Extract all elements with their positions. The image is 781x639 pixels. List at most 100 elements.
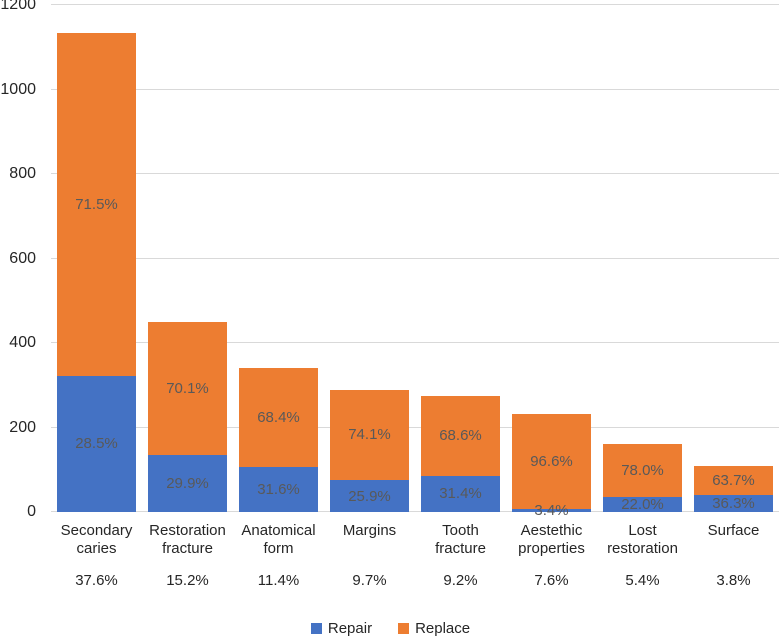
category-label-line: Surface [707,522,760,539]
stacked-bar: 96.6% 3.4% [512,413,591,518]
category-label-line: Anatomical [241,522,316,539]
category-label: Restoration fracture [142,522,233,558]
replace-segment: 70.1% [148,321,227,455]
category-label: Aestethic properties [506,522,597,558]
replace-percent-label: 96.6% [530,452,573,470]
repair-swatch-icon [310,622,322,634]
gridline-400 [51,342,779,343]
bar-slot: 70.1% 29.9% [142,321,233,512]
category-label-line: Secondary [60,522,133,539]
replace-segment: 71.5% [57,33,136,376]
y-tick-label-600: 600 [9,249,36,267]
y-tick-label-800: 800 [9,165,36,182]
gridline-0 [51,511,779,512]
plot-area: 71.5% 28.5% 70.1% 29.9% 68.4% 31.6% 74.1% 25.9%… [51,4,779,518]
category-label-line: fracture [162,540,213,557]
replace-percent-label: 71.5% [75,195,118,213]
gridline-1200 [51,4,779,5]
replace-percent-label: 74.1% [348,426,391,444]
replace-percent-label: 68.6% [439,427,482,445]
category-label: Anatomical form [233,522,324,558]
legend-label-repair: Repair [327,619,373,637]
repair-segment: 31.6% [239,466,318,512]
category-label: Tooth fracture [415,522,506,558]
replace-segment: 78.0% [603,444,682,498]
stacked-bar: 74.1% 25.9% [330,389,409,512]
replace-percent-label: 78.0% [621,462,664,480]
category-label-line: Margins [342,522,397,539]
category-label: Margins [324,522,415,558]
legend-item-repair: Repair [310,619,373,637]
stacked-bar: 63.7% 36.3% [694,465,773,512]
category-share-label: 37.6% [75,572,118,589]
y-tick-label-200: 200 [9,418,36,436]
legend: Repair Replace [0,620,781,636]
category-label-line: form [263,540,294,557]
repair-percent-label: 22.0% [621,496,664,514]
category-share-label: 5.4% [625,572,660,589]
repair-segment: 36.3% [694,495,773,512]
repair-percent-label: 36.3% [712,495,755,513]
replace-segment: 68.4% [239,368,318,467]
category-label: Secondary caries [51,522,142,558]
category-share-label: 15.2% [166,572,209,589]
repair-segment: 25.9% [330,480,409,512]
replace-segment: 63.7% [694,465,773,496]
repair-percent-label: 31.4% [439,485,482,503]
gridline-1000 [51,88,779,90]
repair-segment: 28.5% [57,375,136,512]
x-axis-category-labels: Secondary caries Restoration fracture Anatom… [51,522,779,558]
bar-slot: 71.5% 28.5% [51,33,142,512]
repair-percent-label: 28.5% [75,435,118,453]
category-share-label: 11.4% [257,572,300,589]
category-label-line: Aestethic [520,522,583,539]
category-share-label: 9.2% [443,572,478,589]
y-tick-label-0: 0 [27,503,36,520]
repair-percent-label: 3.4% [534,501,569,519]
repair-percent-label: 25.9% [348,487,391,505]
stacked-bar: 70.1% 29.9% [148,321,227,512]
repair-segment: 29.9% [148,455,227,512]
bar-slot: 96.6% 3.4% [506,413,597,518]
stacked-bar: 78.0% 22.0% [603,444,682,512]
stacked-bar: 68.4% 31.6% [239,368,318,512]
gridline-200 [51,426,779,428]
category-label: Lost restoration [597,522,688,558]
category-label-line: restoration [607,540,678,557]
category-label-line: Tooth [442,522,479,539]
category-share-label: 7.6% [534,572,569,589]
category-label-line: fracture [435,540,486,557]
stacked-bar: 68.6% 31.4% [421,395,500,512]
category-label-line: Lost [628,522,657,539]
replace-percent-label: 70.1% [166,379,209,397]
legend-label-replace: Replace [415,619,471,637]
y-tick-label-1000: 1000 [0,80,36,98]
bar-slot: 63.7% 36.3% [688,465,779,512]
category-label-line: caries [76,540,117,557]
replace-segment: 96.6% [512,413,591,509]
bar-slot: 68.6% 31.4% [415,395,506,512]
repair-percent-label: 31.6% [257,480,300,498]
bar-slot: 68.4% 31.6% [233,368,324,512]
bar-slot: 78.0% 22.0% [597,444,688,512]
replace-swatch-icon [398,622,410,634]
replace-segment: 68.6% [421,395,500,476]
category-label-line: Restoration [149,522,226,539]
repair-segment: 22.0% [603,497,682,512]
repair-segment: 3.4% [512,503,591,518]
y-tick-label-1200: 1200 [0,0,36,13]
category-share-label: 3.8% [716,572,751,589]
category-share-label: 9.7% [352,572,387,589]
gridline-600 [51,257,779,259]
replace-percent-label: 68.4% [257,409,300,427]
replace-percent-label: 63.7% [712,471,755,489]
legend-item-replace: Replace [398,621,470,636]
y-tick-label-400: 400 [9,334,36,351]
bar-slot: 74.1% 25.9% [324,389,415,512]
category-label-line: properties [518,540,585,557]
category-share-percentages: 37.6% 15.2% 11.4% 9.7% 9.2% 7.6% 5.4% 3.8% [51,573,779,588]
stacked-bar: 71.5% 28.5% [57,33,136,512]
replace-segment: 74.1% [330,389,409,481]
gridline-800 [51,173,779,174]
